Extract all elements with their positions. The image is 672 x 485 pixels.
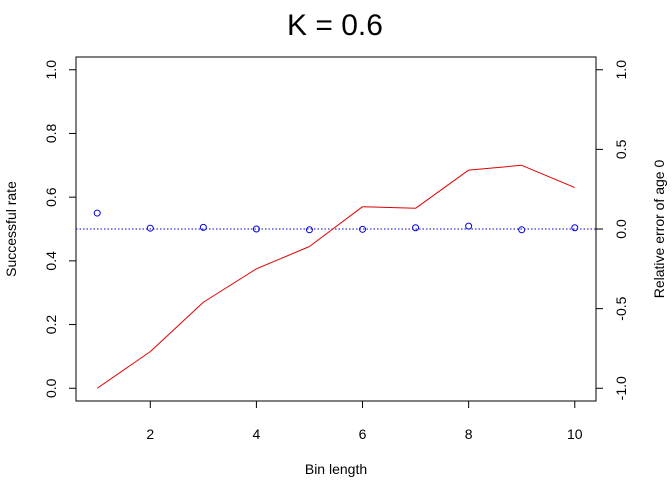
- y-tick-label: 0.4: [43, 251, 59, 271]
- x-axis: 2 4 6 8 10: [146, 401, 583, 442]
- x-tick-label: 4: [253, 426, 261, 442]
- x-tick-label: 2: [146, 426, 154, 442]
- x-tick-label: 8: [465, 426, 473, 442]
- y-axis-left: 0.0 0.2 0.4 0.6 0.8 1.0: [43, 60, 76, 398]
- y-right-tick-label: -1.0: [613, 376, 629, 400]
- line-segment: [468, 164, 522, 171]
- data-point: [359, 225, 367, 233]
- line-segment: [362, 206, 416, 209]
- y-tick-label: 0.2: [43, 315, 59, 335]
- data-point: [465, 222, 473, 230]
- y-tick-label: 1.0: [43, 60, 59, 80]
- data-point: [199, 223, 207, 231]
- x-tick-label: 10: [567, 426, 583, 442]
- line-segment: [415, 169, 469, 209]
- y-axis-right: -1.0 -0.5 0.0 0.5 1.0: [596, 60, 629, 400]
- data-point: [571, 224, 579, 232]
- x-axis-label: Bin length: [305, 461, 367, 477]
- data-point: [518, 226, 526, 234]
- y-tick-label: 0.0: [43, 378, 59, 398]
- data-point: [93, 209, 101, 217]
- x-tick-label: 6: [359, 426, 367, 442]
- y-right-tick-label: 0.5: [613, 139, 629, 159]
- data-point: [412, 224, 420, 232]
- line-segment: [309, 206, 363, 247]
- y-tick-label: 0.8: [43, 124, 59, 144]
- data-point: [146, 224, 154, 232]
- chart-title: K = 0.6: [287, 9, 383, 42]
- y-right-tick-label: 1.0: [613, 60, 629, 80]
- y-right-tick-label: -0.5: [613, 296, 629, 320]
- chart-marks: [76, 164, 596, 389]
- data-point: [305, 226, 313, 234]
- line-segment: [149, 301, 204, 352]
- line-segment: [256, 246, 310, 270]
- line-segment: [96, 351, 151, 389]
- line-segment: [521, 164, 575, 189]
- data-point: [252, 225, 260, 233]
- y-axis-right-label: Relative error of age 0: [651, 160, 667, 299]
- y-right-tick-label: 0.0: [613, 219, 629, 239]
- y-tick-label: 0.6: [43, 187, 59, 207]
- line-segment: [203, 268, 257, 303]
- y-axis-label: Successful rate: [3, 181, 19, 277]
